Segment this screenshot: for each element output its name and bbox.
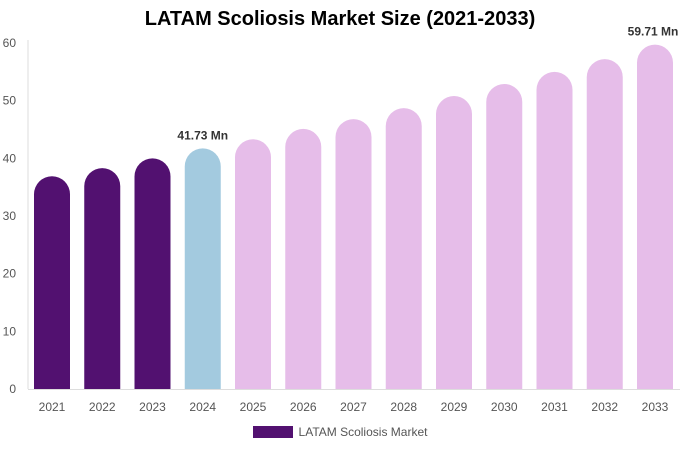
bar-2022	[84, 168, 121, 389]
x-tick-label: 2031	[541, 400, 568, 414]
y-tick-label: 0	[9, 382, 16, 396]
bar-2030	[486, 83, 523, 389]
x-tick-label: 2023	[139, 400, 166, 414]
chart-title: LATAM Scoliosis Market Size (2021-2033)	[144, 8, 536, 30]
bar-2021	[34, 176, 70, 389]
x-tick-label: 2026	[290, 400, 317, 414]
x-tick-label: 2029	[441, 400, 468, 414]
data-label: 41.73 Mn	[177, 128, 228, 142]
x-tick-label: 2021	[39, 400, 66, 414]
bar-2032	[586, 59, 623, 389]
x-tick-label: 2032	[591, 400, 618, 414]
bar-2028	[385, 108, 422, 389]
x-tick-label: 2022	[89, 400, 116, 414]
legend-label: LATAM Scoliosis Market	[298, 425, 428, 439]
bar-2033	[637, 44, 673, 389]
bar-2027	[335, 119, 372, 389]
y-tick-label: 50	[3, 94, 17, 108]
bar-2029	[436, 96, 472, 389]
bar-2025	[235, 139, 271, 389]
x-tick-label: 2033	[642, 400, 669, 414]
legend: LATAM Scoliosis Market	[0, 425, 680, 439]
bar-2023	[134, 158, 171, 389]
y-tick-label: 10	[3, 324, 17, 338]
bar-2026	[285, 128, 322, 389]
y-tick-label: 20	[3, 267, 17, 281]
x-tick-label: 2025	[240, 400, 267, 414]
y-tick-label: 30	[3, 209, 17, 223]
x-tick-label: 2030	[491, 400, 518, 414]
legend-swatch	[252, 426, 293, 438]
bar-2024	[184, 148, 221, 389]
x-tick-label: 2024	[189, 400, 216, 414]
data-label: 59.71 Mn	[628, 25, 679, 39]
y-tick-label: 40	[3, 151, 17, 165]
y-tick-label: 60	[3, 36, 17, 50]
bar-2031	[536, 71, 573, 389]
x-tick-label: 2027	[340, 400, 367, 414]
x-tick-label: 2028	[390, 400, 417, 414]
